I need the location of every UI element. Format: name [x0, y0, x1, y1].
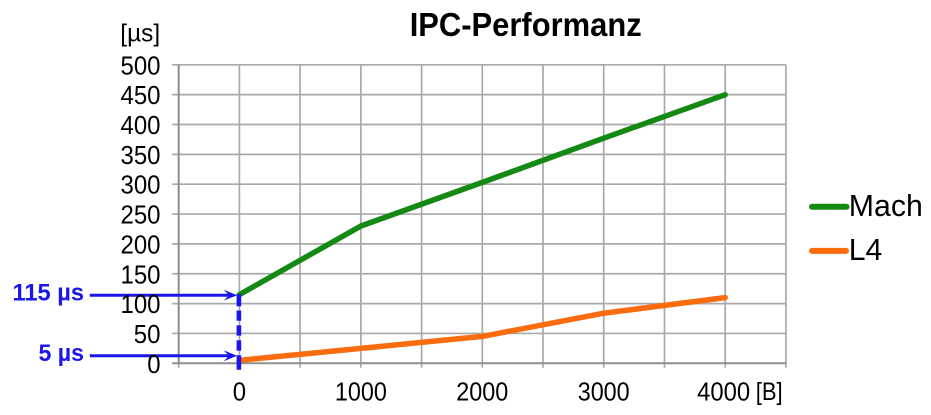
svg-text:300: 300 [121, 170, 161, 200]
svg-text:IPC-Performanz: IPC-Performanz [410, 6, 642, 43]
svg-text:4000: 4000 [697, 377, 750, 407]
svg-text:150: 150 [121, 259, 161, 289]
svg-text:5 µs: 5 µs [39, 340, 85, 367]
svg-text:[B]: [B] [756, 378, 783, 406]
svg-text:0: 0 [233, 377, 246, 407]
svg-text:L4: L4 [849, 232, 883, 267]
svg-text:250: 250 [121, 200, 161, 230]
svg-text:[µs]: [µs] [120, 20, 160, 48]
svg-text:Mach: Mach [849, 188, 923, 223]
svg-text:500: 500 [121, 50, 161, 80]
svg-text:0: 0 [147, 349, 160, 379]
svg-text:350: 350 [121, 140, 161, 170]
svg-text:2000: 2000 [456, 377, 508, 407]
svg-text:115 µs: 115 µs [13, 280, 85, 307]
svg-text:200: 200 [121, 229, 161, 259]
svg-text:100: 100 [121, 289, 161, 319]
svg-text:3000: 3000 [578, 377, 630, 407]
svg-text:50: 50 [134, 319, 161, 349]
svg-text:400: 400 [121, 110, 161, 140]
svg-text:1000: 1000 [335, 377, 387, 407]
svg-text:450: 450 [121, 80, 161, 110]
